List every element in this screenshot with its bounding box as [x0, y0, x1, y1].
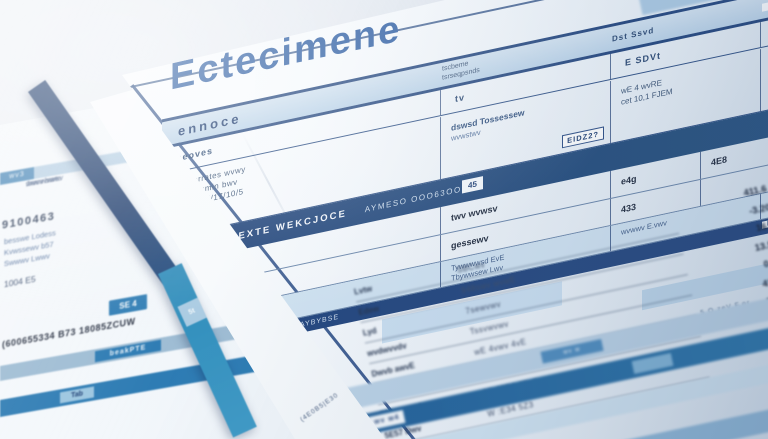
detail-chip: EIDZ2? — [562, 126, 604, 149]
blank-sheet-code: (4E0B5|E30 — [299, 391, 340, 424]
bottom-band-chip-2 — [631, 352, 674, 375]
banner-chip — [762, 0, 768, 12]
navy-band-value: 45 — [462, 176, 483, 194]
banner-right-text: Dst Ssvd — [612, 25, 655, 44]
spine-chip: 5t — [177, 297, 207, 327]
